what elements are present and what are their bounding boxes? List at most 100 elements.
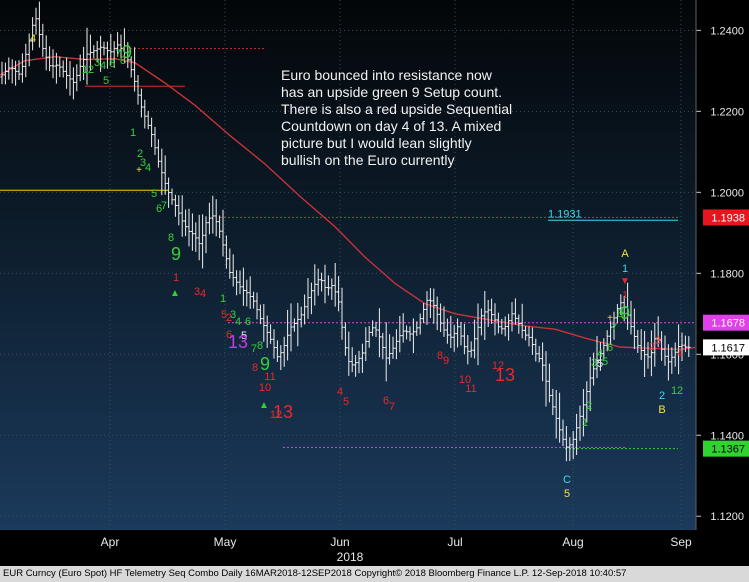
ohlc-bar xyxy=(31,17,35,51)
ohlc-bar xyxy=(585,381,589,423)
ohlc-bar xyxy=(496,312,500,334)
count-marker: 3 xyxy=(591,357,597,369)
ohlc-bar xyxy=(520,303,524,339)
y-tick-label: 1.2000 xyxy=(710,187,744,199)
count-marker: 1 xyxy=(82,64,88,76)
ohlc-bar xyxy=(398,316,402,353)
y-tick-label: 1.1200 xyxy=(710,511,744,523)
count-marker: 2 xyxy=(88,64,94,76)
y-tick-label: 1.2200 xyxy=(710,106,744,118)
ohlc-bar xyxy=(204,216,208,254)
count-marker: 9 xyxy=(443,355,449,367)
ohlc-bar xyxy=(677,324,681,375)
ohlc-bar xyxy=(360,343,364,373)
price-tag-box xyxy=(703,339,749,356)
ohlc-bar xyxy=(207,202,211,235)
ohlc-bars xyxy=(0,1,691,462)
ohlc-bar xyxy=(687,336,691,358)
ohlc-bar xyxy=(105,41,109,69)
ohlc-bar xyxy=(126,42,130,69)
ohlc-bar xyxy=(255,292,259,320)
ohlc-bar xyxy=(286,309,290,361)
ohlc-bar xyxy=(473,319,477,359)
ohlc-bar xyxy=(598,342,602,371)
count-marker: 3 xyxy=(655,335,661,347)
ohlc-bar xyxy=(517,314,521,334)
price-tag-label: 1.1678 xyxy=(711,318,745,330)
ohlc-bar xyxy=(160,148,164,196)
ohlc-bar xyxy=(122,28,126,63)
count-marker: 8 xyxy=(617,308,623,320)
count-marker: 4 xyxy=(235,316,241,328)
ohlc-bar xyxy=(252,291,256,309)
ohlc-bar xyxy=(462,323,466,355)
ohlc-bar xyxy=(558,392,562,443)
footer-bar: EUR Curncy (Euro Spot) HF Telemetry Seq … xyxy=(0,566,749,582)
ohlc-bar xyxy=(605,330,609,352)
count-marker: 7 xyxy=(161,200,167,212)
ohlc-bar xyxy=(167,177,171,208)
ohlc-bar xyxy=(564,426,568,462)
count-marker: 6 xyxy=(607,342,613,354)
count-marker: 4 xyxy=(337,386,343,398)
ohlc-bar xyxy=(190,213,194,251)
ohlc-bar xyxy=(150,117,154,148)
count-marker: A xyxy=(621,248,629,260)
ohlc-bar xyxy=(262,304,266,342)
count-marker: 5 xyxy=(597,358,603,370)
ohlc-bar xyxy=(381,332,385,360)
ohlc-bar xyxy=(513,298,517,325)
ohlc-bar xyxy=(65,57,69,89)
count-marker: 5 xyxy=(241,330,247,342)
ohlc-bar xyxy=(622,295,626,322)
count-marker: 8 xyxy=(168,232,174,244)
ohlc-bar xyxy=(602,338,606,360)
count-marker: 1 xyxy=(130,127,136,139)
ohlc-bar xyxy=(425,291,429,325)
ohlc-bar xyxy=(248,276,252,309)
ohlc-bar xyxy=(544,351,548,407)
ohlc-bar xyxy=(282,336,286,367)
price-tag-box xyxy=(703,314,749,331)
count-marker: 1 xyxy=(220,293,226,305)
ohlc-bar xyxy=(493,303,497,336)
ohlc-bar xyxy=(388,334,392,365)
ohlc-bar xyxy=(422,303,426,324)
ohlc-bar xyxy=(666,344,670,381)
count-marker: 6 xyxy=(226,329,232,341)
ohlc-bar xyxy=(316,268,320,296)
ohlc-bar xyxy=(660,331,664,361)
ohlc-bar xyxy=(88,34,92,71)
ohlc-bar xyxy=(184,209,188,237)
ohlc-bar xyxy=(129,56,133,78)
count-marker: 4 xyxy=(677,348,683,360)
ohlc-bar xyxy=(218,215,222,239)
ohlc-bar xyxy=(320,272,324,292)
ohlc-bar xyxy=(109,33,113,65)
ohlc-bar xyxy=(619,294,623,315)
count-marker: 5 xyxy=(221,309,227,321)
count-marker: + xyxy=(136,165,142,176)
ohlc-bar xyxy=(432,288,436,324)
ohlc-bar xyxy=(656,316,660,347)
ohlc-bar xyxy=(530,327,534,355)
ohlc-bar xyxy=(133,47,137,92)
ohlc-bar xyxy=(95,40,99,62)
count-marker: 6 xyxy=(109,58,115,70)
ohlc-bar xyxy=(524,325,528,341)
ohlc-bar xyxy=(415,321,419,336)
axis-background xyxy=(696,0,749,566)
ohlc-bar xyxy=(265,315,269,348)
ohlc-bar xyxy=(452,324,456,352)
ohlc-bar xyxy=(347,331,351,376)
y-tick-label: 1.1400 xyxy=(710,430,744,442)
ohlc-bar xyxy=(340,287,344,340)
count-marker: 3 xyxy=(230,309,236,321)
count-marker: 8 xyxy=(252,362,258,374)
count-marker: 6 xyxy=(156,203,162,215)
ohlc-bar xyxy=(323,264,327,304)
fib-level-label: 1.1931 xyxy=(548,208,582,220)
ohlc-bar xyxy=(292,318,296,332)
